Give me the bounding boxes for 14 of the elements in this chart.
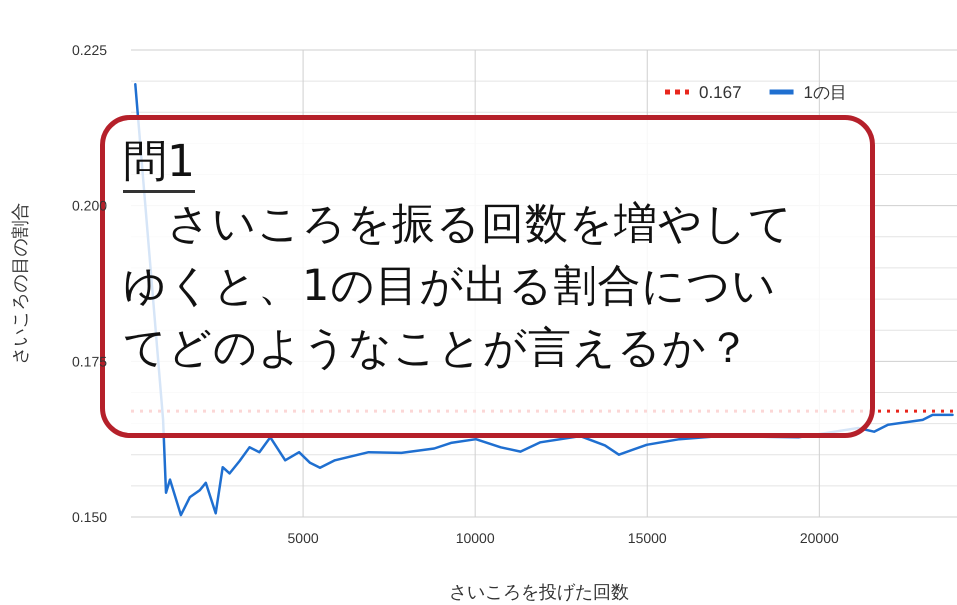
legend-label: 0.167 xyxy=(699,83,742,102)
x-axis-title: さいころを投げた回数 xyxy=(449,582,629,602)
y-tick-label: 0.225 xyxy=(72,42,108,58)
y-tick-label: 0.150 xyxy=(72,509,108,525)
annotation: てどのようなことが言えるか？ xyxy=(123,322,752,375)
annotation: さいころを振る回数を増やして xyxy=(166,198,794,251)
y-axis-title: さいころの目の割合 xyxy=(10,202,30,364)
legend-label: 1の目 xyxy=(804,83,848,102)
x-tick-label: 10000 xyxy=(456,530,495,546)
annotation: 問1 xyxy=(123,134,195,193)
x-tick-label: 5000 xyxy=(288,530,319,546)
annotation: ゆくと、1の目が出る割合につい xyxy=(123,260,778,313)
x-tick-label: 20000 xyxy=(800,530,840,546)
x-tick-label: 15000 xyxy=(628,530,667,546)
